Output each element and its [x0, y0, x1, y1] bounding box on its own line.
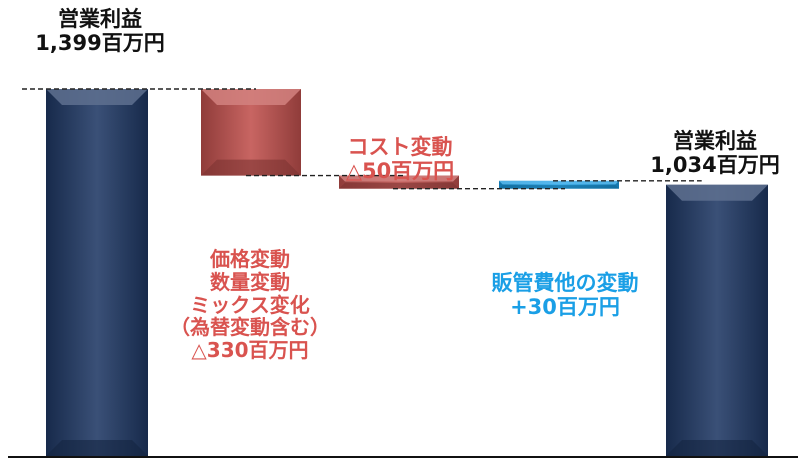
label-price-volume-mix-change: 価格変動 数量変動 ミックス変化 （為替変動含む） △330百万円 [140, 248, 360, 362]
label-line: ミックス変化 [190, 292, 310, 317]
label-line: +30百万円 [510, 294, 620, 319]
waterfall-bar-4 [666, 184, 768, 456]
label-line: （為替変動含む） [170, 315, 330, 340]
label-line: 販管費他の変動 [491, 271, 639, 295]
label-line: 数量変動 [210, 269, 290, 294]
waterfall-bar-3 [499, 180, 619, 189]
label-line: 価格変動 [210, 247, 290, 271]
label-line: 営業利益 [58, 7, 142, 31]
label-line: コスト変動 [347, 135, 453, 159]
waterfall-bar-0 [46, 89, 148, 456]
label-operating-profit-end: 営業利益 1,034百万円 [625, 129, 805, 177]
label-line: △330百万円 [191, 338, 309, 363]
waterfall-bar-1 [201, 89, 301, 176]
label-line: 1,399百万円 [35, 30, 165, 55]
label-cost-change: コスト変動 △50百万円 [305, 135, 495, 183]
waterfall-bar-2 [339, 175, 459, 189]
label-operating-profit-start: 営業利益 1,399百万円 [10, 7, 190, 55]
label-line: 1,034百万円 [650, 152, 780, 177]
label-line: 営業利益 [673, 129, 757, 153]
label-line: △50百万円 [345, 158, 455, 183]
label-sga-change: 販管費他の変動 +30百万円 [440, 271, 690, 319]
